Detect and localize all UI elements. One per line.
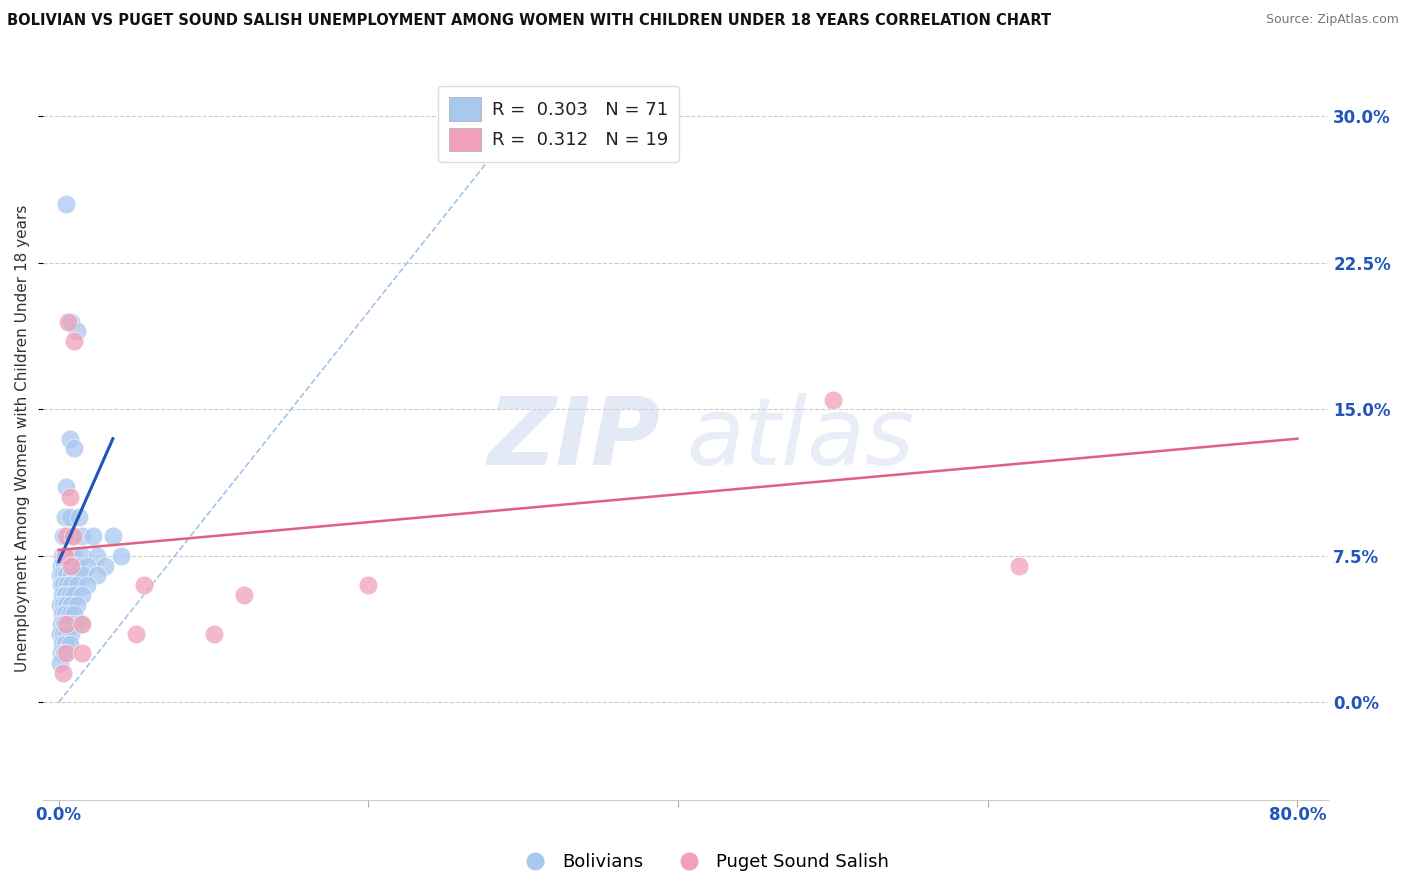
Point xyxy=(52,627,75,641)
Point xyxy=(53,558,76,573)
Point xyxy=(125,627,148,641)
Point xyxy=(65,568,87,582)
Point xyxy=(53,549,76,563)
Point xyxy=(62,529,84,543)
Point xyxy=(53,617,76,632)
Point xyxy=(63,549,86,563)
Legend: R =  0.303   N = 71, R =  0.312   N = 19: R = 0.303 N = 71, R = 0.312 N = 19 xyxy=(437,87,679,161)
Point xyxy=(56,529,79,543)
Point xyxy=(60,568,83,582)
Point xyxy=(53,637,76,651)
Point xyxy=(70,617,93,632)
Point xyxy=(58,509,80,524)
Point xyxy=(53,607,76,622)
Point xyxy=(55,529,77,543)
Point xyxy=(49,627,72,641)
Point xyxy=(110,549,132,563)
Point xyxy=(63,334,86,348)
Point xyxy=(66,324,89,338)
Point xyxy=(60,598,83,612)
Point xyxy=(53,647,76,661)
Point xyxy=(70,647,93,661)
Point xyxy=(52,665,75,680)
Point xyxy=(63,607,86,622)
Point xyxy=(49,617,72,632)
Point xyxy=(52,578,75,592)
Text: ZIP: ZIP xyxy=(488,392,659,484)
Legend: Bolivians, Puget Sound Salish: Bolivians, Puget Sound Salish xyxy=(510,847,896,879)
Point xyxy=(55,647,77,661)
Text: atlas: atlas xyxy=(686,393,914,484)
Point xyxy=(357,578,380,592)
Point xyxy=(58,607,80,622)
Point xyxy=(55,197,77,211)
Point xyxy=(49,558,72,573)
Point xyxy=(66,558,89,573)
Point xyxy=(86,549,108,563)
Point xyxy=(66,598,89,612)
Point xyxy=(49,598,72,612)
Point xyxy=(67,509,90,524)
Text: 0.0%: 0.0% xyxy=(35,805,82,824)
Point xyxy=(66,578,89,592)
Point xyxy=(53,588,76,602)
Point xyxy=(94,558,117,573)
Point xyxy=(63,442,86,456)
Point xyxy=(70,529,93,543)
Point xyxy=(58,637,80,651)
Point xyxy=(60,578,83,592)
Point xyxy=(49,647,72,661)
Point xyxy=(51,588,73,602)
Point xyxy=(51,607,73,622)
Point xyxy=(58,549,80,563)
Point xyxy=(60,627,83,641)
Point xyxy=(62,558,84,573)
Point xyxy=(62,617,84,632)
Point xyxy=(62,529,84,543)
Point xyxy=(60,314,83,328)
Point xyxy=(101,529,124,543)
Y-axis label: Unemployment Among Women with Children Under 18 years: Unemployment Among Women with Children U… xyxy=(15,205,30,673)
Text: BOLIVIAN VS PUGET SOUND SALISH UNEMPLOYMENT AMONG WOMEN WITH CHILDREN UNDER 18 Y: BOLIVIAN VS PUGET SOUND SALISH UNEMPLOYM… xyxy=(7,13,1052,29)
Point xyxy=(70,549,93,563)
Point xyxy=(55,568,77,582)
Point xyxy=(58,432,80,446)
Point xyxy=(53,549,76,563)
Point xyxy=(56,617,79,632)
Point xyxy=(52,529,75,543)
Point xyxy=(55,627,77,641)
Point xyxy=(202,627,225,641)
Point xyxy=(49,657,72,671)
Point xyxy=(56,578,79,592)
Point xyxy=(76,578,98,592)
Point xyxy=(60,558,83,573)
Point xyxy=(55,481,77,495)
Point xyxy=(49,578,72,592)
Point xyxy=(52,568,75,582)
Point xyxy=(55,617,77,632)
Point xyxy=(821,392,844,407)
Point xyxy=(70,588,93,602)
Point xyxy=(72,568,94,582)
Point xyxy=(233,588,256,602)
Point xyxy=(76,558,98,573)
Point xyxy=(69,617,91,632)
Point xyxy=(58,490,80,504)
Point xyxy=(63,588,86,602)
Text: 80.0%: 80.0% xyxy=(1268,805,1326,824)
Point xyxy=(132,578,155,592)
Point xyxy=(51,549,73,563)
Point xyxy=(53,509,76,524)
Point xyxy=(82,529,104,543)
Text: Source: ZipAtlas.com: Source: ZipAtlas.com xyxy=(1265,13,1399,27)
Point xyxy=(86,568,108,582)
Point xyxy=(56,558,79,573)
Point xyxy=(51,637,73,651)
Point xyxy=(1008,558,1031,573)
Point xyxy=(58,588,80,602)
Point xyxy=(49,568,72,582)
Point xyxy=(52,598,75,612)
Point xyxy=(55,598,77,612)
Point xyxy=(56,314,79,328)
